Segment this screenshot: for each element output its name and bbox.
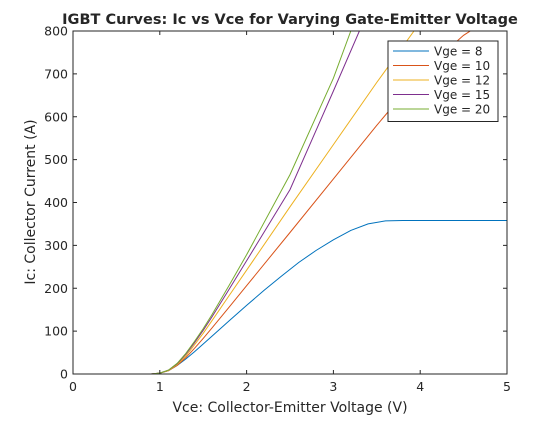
y-tick-label: 500 xyxy=(44,152,68,167)
legend-entry-label: Vge = 20 xyxy=(434,103,490,117)
legend-entry-label: Vge = 8 xyxy=(434,45,483,59)
legend-entry-label: Vge = 10 xyxy=(434,59,490,73)
legend-entry-label: Vge = 15 xyxy=(434,88,490,102)
x-tick-label: 0 xyxy=(69,379,77,394)
chart-title: IGBT Curves: Ic vs Vce for Varying Gate-… xyxy=(62,12,518,28)
y-tick-label: 800 xyxy=(44,24,68,39)
y-tick-label: 100 xyxy=(44,324,68,339)
x-tick-label: 4 xyxy=(416,379,424,394)
x-tick-label: 2 xyxy=(243,379,251,394)
x-tick-label: 3 xyxy=(329,379,337,394)
x-tick-label: 1 xyxy=(156,379,164,394)
y-tick-label: 400 xyxy=(44,195,68,210)
y-tick-label: 300 xyxy=(44,238,68,253)
y-tick-label: 700 xyxy=(44,66,68,81)
y-tick-label: 0 xyxy=(60,367,68,382)
ticks-layer: 0 1 2 3 4 5 0 100 200 300 400 500 600 700 800 xyxy=(44,24,511,395)
y-axis-label: Ic: Collector Current (A) xyxy=(23,119,39,284)
x-tick-label: 5 xyxy=(503,379,511,394)
x-axis-label: Vce: Collector-Emitter Voltage (V) xyxy=(172,400,407,416)
y-tick-label: 200 xyxy=(44,281,68,296)
legend-entry-label: Vge = 12 xyxy=(434,74,490,88)
legend-box xyxy=(387,40,499,122)
y-tick-label: 600 xyxy=(44,109,68,124)
